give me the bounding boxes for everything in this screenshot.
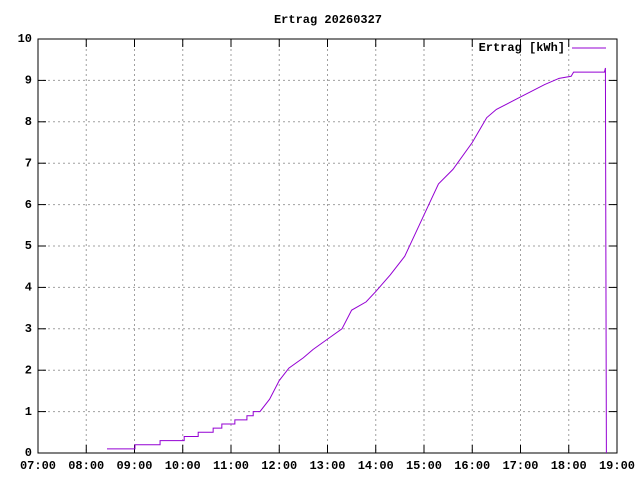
x-tick-label: 19:00 bbox=[599, 459, 635, 473]
y-tick-label: 1 bbox=[25, 405, 32, 419]
x-tick-label: 18:00 bbox=[551, 459, 587, 473]
x-tick-label: 14:00 bbox=[358, 459, 394, 473]
plot-frame bbox=[37, 38, 618, 454]
y-tick-label: 3 bbox=[25, 322, 32, 336]
y-tick-label: 2 bbox=[25, 363, 32, 377]
y-tick-label: 4 bbox=[25, 281, 32, 295]
y-tick-label: 10 bbox=[18, 32, 32, 46]
x-tick-label: 11:00 bbox=[213, 459, 249, 473]
x-tick-label: 17:00 bbox=[502, 459, 538, 473]
y-tick-label: 6 bbox=[25, 198, 32, 212]
x-tick-label: 13:00 bbox=[309, 459, 345, 473]
y-tick-label: 8 bbox=[25, 115, 32, 129]
y-tick-label: 5 bbox=[25, 239, 32, 253]
y-tick-label: 9 bbox=[25, 74, 32, 88]
legend-label: Ertrag [kWh] bbox=[479, 41, 565, 55]
x-tick-label: 15:00 bbox=[406, 459, 442, 473]
y-tick-label: 7 bbox=[25, 156, 32, 170]
x-tick-label: 12:00 bbox=[261, 459, 297, 473]
data-line bbox=[107, 67, 607, 454]
x-tick-label: 08:00 bbox=[68, 459, 104, 473]
x-tick-label: 16:00 bbox=[454, 459, 490, 473]
y-tick-label: 0 bbox=[25, 446, 32, 460]
x-tick-label: 10:00 bbox=[165, 459, 201, 473]
x-tick-label: 07:00 bbox=[20, 459, 56, 473]
chart-title: Ertrag 20260327 bbox=[274, 13, 382, 27]
x-tick-label: 09:00 bbox=[116, 459, 152, 473]
